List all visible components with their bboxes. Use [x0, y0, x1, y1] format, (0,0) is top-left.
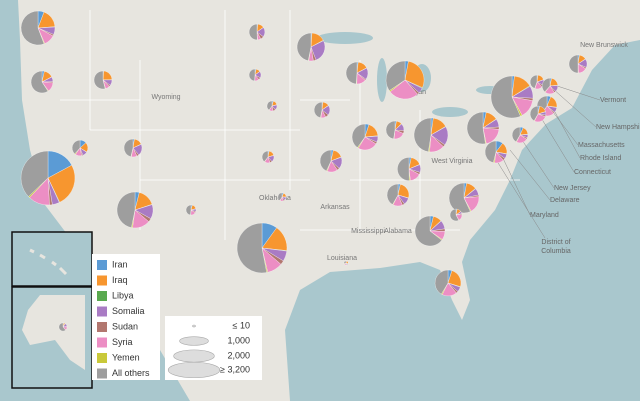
- pie-slice: [448, 182, 471, 214]
- pie-slice: [568, 54, 579, 74]
- pie-slice: [512, 126, 521, 143]
- pie-slice: [185, 204, 192, 216]
- pie-slice: [266, 100, 273, 111]
- pie-slice: [296, 32, 312, 61]
- legend-label: All others: [112, 368, 150, 378]
- map-label: West Virginia: [432, 158, 473, 165]
- pie-slice: [116, 191, 136, 228]
- map-label: Alabama: [384, 228, 412, 235]
- pie-slice: [343, 260, 347, 264]
- legend-swatch: [97, 260, 107, 270]
- size-label: 2,000: [227, 350, 250, 360]
- pie-slice: [30, 70, 49, 94]
- legend-label: Yemen: [112, 352, 140, 362]
- pie-slice: [413, 117, 432, 152]
- pie-slice: [261, 150, 269, 162]
- pie-slice: [530, 105, 539, 122]
- legend-swatch: [97, 353, 107, 363]
- pie-slice: [248, 68, 256, 82]
- pie-slice: [385, 120, 396, 140]
- legend-swatch: [97, 337, 107, 348]
- state-label: Maryland: [530, 212, 559, 219]
- map-label: Arkansas: [320, 204, 350, 211]
- state-label: Vermont: [600, 97, 626, 104]
- pie-slice: [541, 77, 551, 93]
- alaska-land: [22, 295, 85, 370]
- pie-slice: [351, 123, 366, 148]
- pie-slice: [313, 101, 323, 118]
- pie-slice: [20, 10, 45, 46]
- pie-slice: [466, 111, 486, 145]
- pie-slice: [93, 70, 106, 90]
- state-label: Massachusetts: [578, 142, 625, 149]
- size-key: [192, 324, 196, 328]
- pie-slice: [385, 60, 406, 91]
- legend-swatch: [97, 368, 107, 379]
- pie-slice: [47, 165, 76, 203]
- map-label: Mississippi: [351, 228, 385, 235]
- lake-erie: [432, 107, 468, 117]
- pie-slice: [414, 215, 442, 247]
- pie-slice: [490, 75, 521, 119]
- hawaii-islands: [29, 248, 68, 276]
- size-key: [173, 349, 215, 363]
- size-label: ≤ 10: [233, 320, 250, 330]
- pie-slice: [484, 140, 497, 163]
- state-label: Rhode Island: [580, 155, 621, 162]
- state-label: Delaware: [550, 197, 580, 204]
- pie-slice: [449, 208, 459, 222]
- legend-label: Syria: [112, 337, 133, 347]
- map-label: Louisiana: [327, 255, 357, 262]
- pie-slice: [386, 183, 399, 205]
- state-label: District of Columbia: [541, 239, 571, 255]
- legend-label: Iran: [112, 259, 128, 269]
- size-label: ≥ 3,200: [220, 364, 250, 374]
- hawaii-inset: [11, 231, 93, 287]
- size-key: [167, 361, 221, 379]
- map-label: New Brunswick: [580, 42, 628, 49]
- state-label: New Hampshire: [596, 124, 640, 131]
- pie-slice: [397, 157, 410, 181]
- map-label: Wyoming: [151, 94, 180, 101]
- atlantic-ocean: [285, 40, 640, 401]
- pie-slice: [529, 74, 538, 89]
- pie-slice: [249, 23, 258, 41]
- pie-slice: [20, 150, 49, 197]
- legend-label: Iraq: [112, 275, 128, 285]
- map-label: Oklahoma: [259, 195, 291, 202]
- state-label: New Jersey: [554, 185, 591, 192]
- legend-swatch: [97, 275, 107, 286]
- pie-slice: [277, 192, 283, 201]
- size-key: [179, 336, 209, 346]
- pie-slice: [71, 139, 81, 155]
- legend-label: Libya: [112, 290, 134, 300]
- leader-lines: [494, 81, 601, 239]
- legend-swatch: [97, 306, 107, 317]
- legend-swatch: [97, 291, 107, 301]
- pie-slice: [123, 138, 134, 157]
- legend-label: Sudan: [112, 321, 138, 331]
- legend-label: Somalia: [112, 306, 145, 316]
- pie-slice: [389, 79, 418, 100]
- pie-slice: [434, 269, 449, 295]
- pie-slice: [319, 149, 332, 172]
- legend-swatch: [97, 322, 107, 332]
- pie-slice: [236, 222, 267, 274]
- pie-slice: [345, 61, 358, 85]
- state-label: Connecticut: [574, 169, 611, 176]
- size-label: 1,000: [227, 335, 250, 345]
- pie-slice: [404, 61, 425, 88]
- lake-superior: [317, 32, 373, 44]
- pie-slice: [58, 322, 66, 332]
- lake-michigan: [377, 58, 387, 102]
